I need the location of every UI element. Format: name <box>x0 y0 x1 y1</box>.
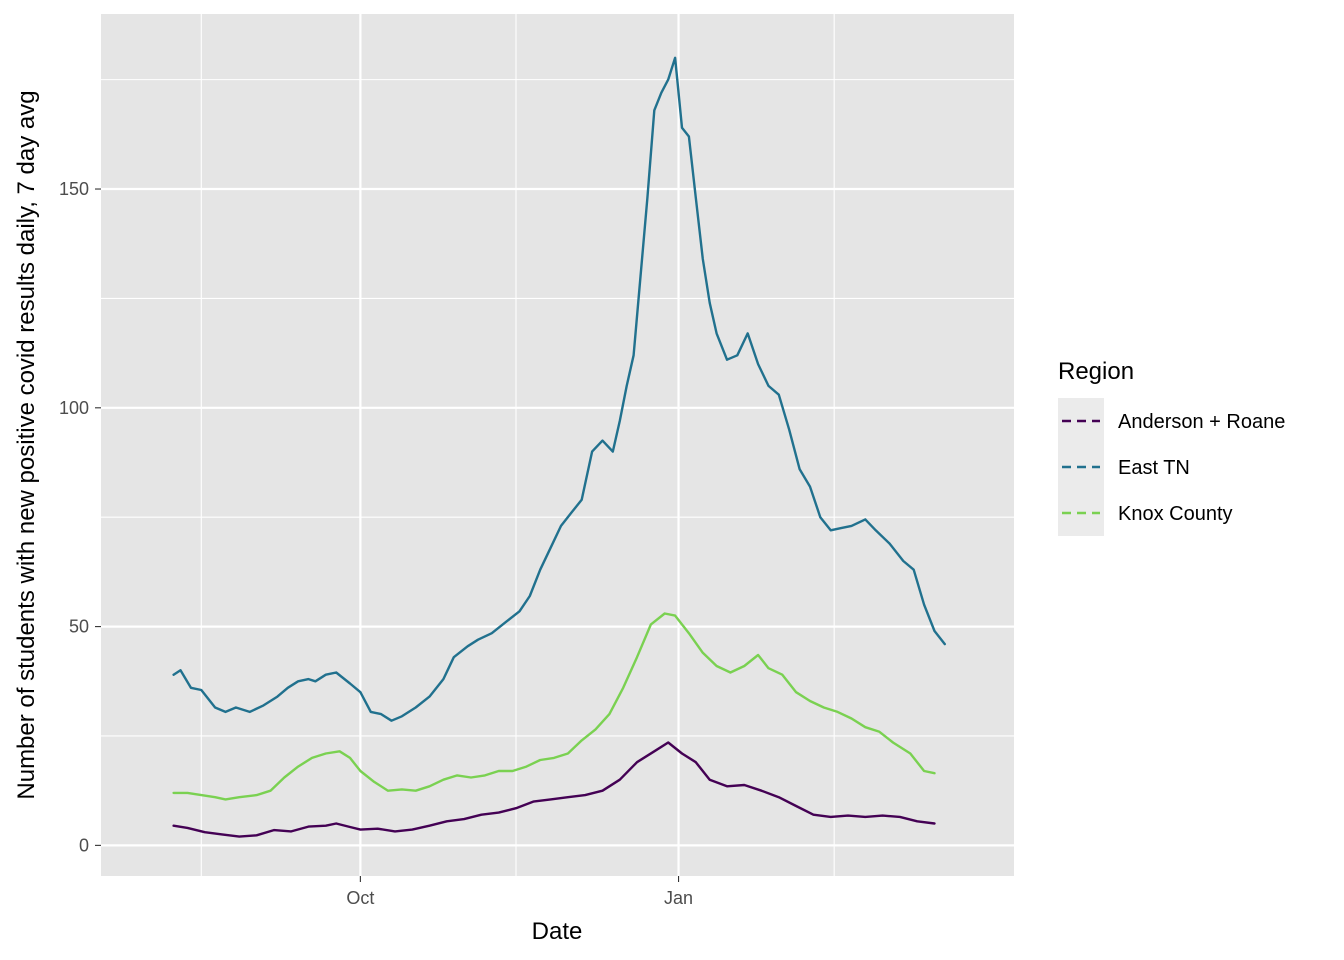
y-tick-label: 150 <box>59 179 89 199</box>
legend-label-east-tn: East TN <box>1118 457 1190 479</box>
legend-label-anderson-roane: Anderson + Roane <box>1118 411 1285 433</box>
y-tick-label: 50 <box>69 617 89 637</box>
y-tick-label: 100 <box>59 398 89 418</box>
y-axis-title: Number of students with new positive cov… <box>13 90 40 799</box>
y-tick-label: 0 <box>79 835 89 855</box>
series-lines <box>172 56 946 838</box>
major-gridlines <box>101 14 1014 876</box>
plot-panel <box>101 14 1014 876</box>
x-axis: Oct Jan <box>346 876 693 908</box>
minor-gridlines <box>101 14 1014 876</box>
legend: Region Anderson + Roane East TN Knox Cou… <box>1058 358 1285 536</box>
legend-title: Region <box>1058 358 1134 385</box>
series-line-anderson-roane <box>172 741 936 838</box>
x-axis-title: Date <box>532 918 583 945</box>
x-tick-label: Oct <box>346 888 374 908</box>
series-line-east-tn <box>172 56 946 722</box>
legend-label-knox-county: Knox County <box>1118 503 1233 525</box>
y-axis: 0 50 100 150 <box>59 179 101 855</box>
series-line-knox-county <box>172 612 936 801</box>
x-tick-label: Jan <box>664 888 693 908</box>
